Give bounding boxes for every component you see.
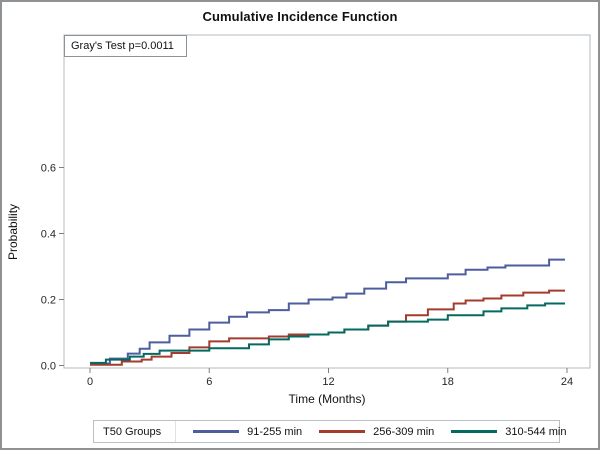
chart-title: Cumulative Incidence Function	[202, 9, 398, 24]
x-tick-label: 0	[87, 376, 93, 388]
x-tick-label: 24	[561, 376, 573, 388]
legend-entry: 256-309 min	[319, 426, 434, 438]
legend-entry-label: 310-544 min	[505, 425, 567, 438]
series-curve-256-309-min	[90, 289, 565, 366]
series-curve-91-255-min	[90, 258, 565, 365]
grays-test-annotation: Gray's Test p=0.0011	[64, 35, 187, 57]
legend-entries: 91-255 min 256-309 min 310-544 min	[176, 426, 566, 438]
y-tick-label: 0.6	[41, 163, 56, 175]
legend-line-swatch	[451, 430, 498, 433]
y-tick-label: 0.2	[41, 295, 56, 307]
series-curve-310-544-min	[90, 302, 565, 364]
legend-box: T50 Groups 91-255 min 256-309 min 310-544 …	[93, 420, 566, 443]
legend-entry-label: 256-309 min	[373, 425, 435, 438]
y-tick-label: 0.4	[41, 229, 56, 241]
legend-line-swatch	[319, 430, 366, 433]
y-axis-label: Probability	[6, 203, 20, 261]
legend-title: T50 Groups	[94, 421, 177, 442]
legend-entry-label: 91-255 min	[247, 425, 303, 438]
y-tick-label: 0.0	[41, 361, 56, 373]
legend-line-swatch	[193, 430, 240, 433]
x-tick-label: 18	[442, 376, 454, 388]
x-tick-label: 6	[206, 376, 212, 388]
legend-entry: 91-255 min	[193, 426, 302, 438]
x-tick-label: 12	[322, 376, 334, 388]
x-axis-label: Time (Months)	[288, 392, 366, 406]
legend-entry: 310-544 min	[451, 426, 566, 438]
plot-frame	[63, 34, 591, 369]
